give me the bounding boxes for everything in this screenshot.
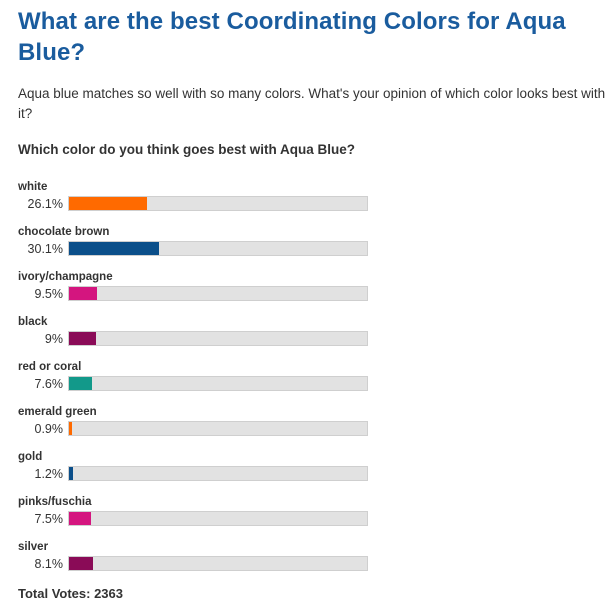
poll-option: emerald green 0.9%: [18, 402, 610, 447]
poll-article: What are the best Coordinating Colors fo…: [18, 6, 610, 601]
total-votes: Total Votes: 2363: [18, 586, 123, 601]
poll-bar-track: [68, 286, 368, 301]
poll-bar-track: [68, 241, 368, 256]
poll-option-percent: 30.1%: [27, 242, 63, 256]
poll-bar-fill: [69, 422, 72, 435]
poll-bar-fill: [69, 467, 73, 480]
poll-bar-track: [68, 331, 368, 346]
poll-results: white 26.1% chocolate brown 30.1% ivory/…: [18, 177, 610, 582]
poll-option-percent: 0.9%: [34, 422, 64, 436]
poll-option-percent: 7.5%: [34, 512, 64, 526]
poll-option: black 9%: [18, 312, 610, 357]
poll-option-label: silver: [18, 541, 49, 553]
poll-bar-fill: [69, 287, 98, 300]
poll-bar-track: [68, 376, 368, 391]
poll-question: Which color do you think goes best with …: [18, 142, 356, 157]
poll-option-label: red or coral: [18, 361, 82, 373]
poll-option-percent: 1.2%: [34, 467, 64, 481]
poll-option-percent: 9%: [44, 332, 63, 346]
poll-option-percent: 9.5%: [34, 287, 64, 301]
poll-bar-fill: [69, 557, 94, 570]
poll-option-label: chocolate brown: [18, 226, 110, 238]
poll-option-label: white: [18, 181, 48, 193]
poll-option-label: gold: [18, 451, 43, 463]
poll-option: ivory/champagne 9.5%: [18, 267, 610, 312]
poll-bar-fill: [69, 332, 96, 345]
poll-option: chocolate brown 30.1%: [18, 222, 610, 267]
poll-option: pinks/fuschia 7.5%: [18, 492, 610, 537]
poll-option-label: black: [18, 316, 48, 328]
poll-option: white 26.1%: [18, 177, 610, 222]
poll-bar-track: [68, 466, 368, 481]
poll-bar-fill: [69, 242, 159, 255]
intro-text: Aqua blue matches so well with so many c…: [18, 86, 606, 121]
poll-bar-fill: [69, 377, 92, 390]
poll-option-label: emerald green: [18, 406, 97, 418]
poll-option-percent: 8.1%: [34, 557, 64, 571]
poll-bar-fill: [69, 197, 147, 210]
poll-bar-track: [68, 421, 368, 436]
poll-option: red or coral 7.6%: [18, 357, 610, 402]
page-title: What are the best Coordinating Colors fo…: [18, 8, 566, 66]
poll-option-label: pinks/fuschia: [18, 496, 92, 508]
poll-bar-track: [68, 196, 368, 211]
poll-option-label: ivory/champagne: [18, 271, 113, 283]
poll-bar-track: [68, 511, 368, 526]
poll-option: silver 8.1%: [18, 537, 610, 582]
poll-option-percent: 26.1%: [27, 197, 63, 211]
poll-bar-fill: [69, 512, 92, 525]
poll-bar-track: [68, 556, 368, 571]
poll-option: gold 1.2%: [18, 447, 610, 492]
poll-option-percent: 7.6%: [34, 377, 64, 391]
